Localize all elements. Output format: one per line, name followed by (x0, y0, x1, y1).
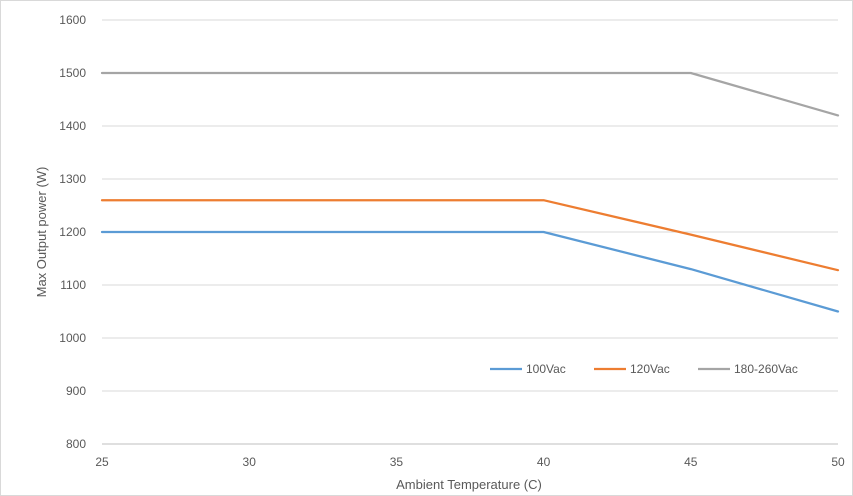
legend-label: 180-260Vac (734, 362, 798, 376)
y-tick-label: 1400 (59, 119, 86, 133)
gridlines (102, 19, 838, 392)
legend-label: 120Vac (630, 362, 670, 376)
y-tick-label: 1100 (60, 278, 86, 292)
y-tick-label: 1500 (59, 66, 86, 80)
y-axis-ticks: 800 900 1000 1100 1200 1300 1400 1500 1600 (59, 13, 86, 451)
x-tick-label: 25 (95, 455, 109, 469)
x-tick-label: 50 (831, 455, 845, 469)
series-line-120vac (100, 199, 840, 272)
x-axis-title: Ambient Temperature (C) (396, 477, 542, 492)
x-tick-label: 45 (684, 455, 698, 469)
x-axis-ticks: 25 30 35 40 45 50 (95, 455, 845, 469)
y-tick-label: 1200 (59, 225, 86, 239)
y-tick-label: 1000 (59, 331, 86, 345)
series-line-180-260vac (100, 71, 840, 117)
y-tick-label: 1300 (59, 172, 86, 186)
y-axis-title: Max Output power (W) (34, 167, 49, 298)
y-tick-label: 800 (66, 437, 86, 451)
series-lines (100, 71, 840, 313)
x-tick-label: 35 (390, 455, 404, 469)
series-line-100vac (100, 230, 840, 313)
y-tick-label: 1600 (59, 13, 86, 27)
y-tick-label: 900 (66, 384, 86, 398)
x-tick-label: 40 (537, 455, 551, 469)
legend-label: 100Vac (526, 362, 566, 376)
x-tick-label: 30 (243, 455, 257, 469)
legend: 100Vac 120Vac 180-260Vac (490, 362, 798, 376)
